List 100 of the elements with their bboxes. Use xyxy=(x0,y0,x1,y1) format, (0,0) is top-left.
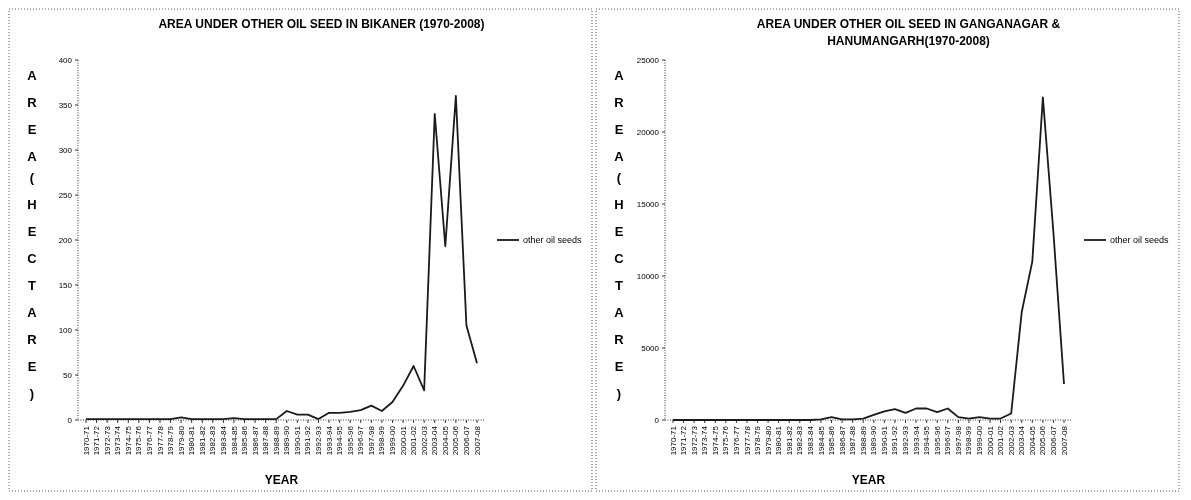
x-tick-label: 1977-78 xyxy=(742,425,752,456)
x-tick-label: 1983-84 xyxy=(805,425,815,456)
y-tick-label: 0 xyxy=(67,415,73,425)
x-tick-label: 2001-02 xyxy=(996,425,1006,456)
x-tick-label: 1975-76 xyxy=(721,425,731,456)
x-tick-label: 1985-86 xyxy=(240,425,250,456)
x-tick-label: 1982-83 xyxy=(795,425,805,456)
x-tick-label: 1996-97 xyxy=(356,425,366,456)
x-tick-label: 1974-75 xyxy=(123,425,133,456)
y-tick-label: 200 xyxy=(58,235,73,245)
legend-label: other oil seeds xyxy=(1110,234,1170,245)
x-tick-label: 1998-99 xyxy=(964,425,974,456)
x-tick-label: 2000-01 xyxy=(985,425,995,456)
x-tick-label: 1976-77 xyxy=(731,425,741,456)
x-tick-label: 1973-74 xyxy=(113,425,123,456)
x-tick-label: 1971-72 xyxy=(679,425,689,456)
y-tick-label: 0 xyxy=(654,415,660,425)
x-tick-label: 1997-98 xyxy=(366,425,376,456)
x-tick-label: 1978-79 xyxy=(753,425,763,456)
y-tick-label: 100 xyxy=(58,325,73,335)
y-tick-label: 250 xyxy=(58,190,73,200)
x-tick-label: 1995-96 xyxy=(345,425,355,456)
x-tick-label: 2003-04 xyxy=(430,425,440,456)
x-tick-label: 1998-99 xyxy=(377,425,387,456)
x-tick-label: 1980-81 xyxy=(774,425,784,456)
text: AREA (HECTARE) xyxy=(27,68,37,401)
legend-label: other oil seeds xyxy=(523,234,583,245)
x-tick-label: 1978-79 xyxy=(166,425,176,456)
x-tick-label: 1981-82 xyxy=(197,425,207,456)
x-tick-label: 1993-94 xyxy=(911,425,921,456)
x-tick-label: 1972-73 xyxy=(689,425,699,456)
x-tick-label: 2007-08 xyxy=(472,425,482,456)
x-tick-label: 1991-92 xyxy=(890,425,900,456)
x-tick-label: 1970-71 xyxy=(668,425,678,456)
x-tick-label: 1994-95 xyxy=(335,425,345,456)
chart-title: AREA UNDER OTHER OIL SEED IN BIKANER (1970-2008) xyxy=(158,17,485,31)
x-tick-label: 1972-73 xyxy=(102,425,112,456)
x-tick-label: 1981-82 xyxy=(784,425,794,456)
x-tick-label: 2002-03 xyxy=(1006,425,1016,456)
x-tick-label: 2001-02 xyxy=(409,425,419,456)
x-tick-label: 2003-04 xyxy=(1017,425,1027,456)
x-tick-label: 1980-81 xyxy=(187,425,197,456)
x-tick-label: 1995-96 xyxy=(932,425,942,456)
x-tick-label: 2007-08 xyxy=(1059,425,1069,456)
x-tick-label: 2006-07 xyxy=(1048,425,1058,456)
x-tick-label: 1971-72 xyxy=(92,425,102,456)
x-tick-label: 1979-80 xyxy=(763,425,773,456)
x-tick-label: 2005-06 xyxy=(1038,425,1048,456)
x-tick-label: 2006-07 xyxy=(461,425,471,456)
x-tick-label: 1992-93 xyxy=(314,425,324,456)
x-tick-label: 1986-87 xyxy=(837,425,847,456)
y-tick-label: 10000 xyxy=(636,271,660,281)
y-tick-label: 5000 xyxy=(641,343,660,353)
y-tick-label: 15000 xyxy=(636,199,660,209)
x-tick-label: 1987-88 xyxy=(261,425,271,456)
line-series xyxy=(672,96,1065,421)
y-tick-label: 50 xyxy=(63,370,73,380)
y-tick-label: 150 xyxy=(58,280,73,290)
x-tick-label: 1988-89 xyxy=(858,425,868,456)
x-tick-label: 1994-95 xyxy=(922,425,932,456)
x-tick-label: 1988-89 xyxy=(271,425,281,456)
x-tick-label: 1990-91 xyxy=(292,425,302,456)
y-tick-label: 300 xyxy=(58,145,73,155)
x-tick-label: 2002-03 xyxy=(419,425,429,456)
x-tick-label: 1977-78 xyxy=(155,425,165,456)
x-tick-label: 1986-87 xyxy=(250,425,260,456)
x-tick-label: 1983-84 xyxy=(218,425,228,456)
x-tick-label: 1990-91 xyxy=(879,425,889,456)
x-tick-label: 1975-76 xyxy=(134,425,144,456)
y-tick-label: 400 xyxy=(58,55,73,65)
x-tick-label: 1991-92 xyxy=(303,425,313,456)
x-tick-label: 1993-94 xyxy=(324,425,334,456)
x-tick-label: 1987-88 xyxy=(848,425,858,456)
x-tick-label: 1997-98 xyxy=(953,425,963,456)
x-tick-label: 1976-77 xyxy=(144,425,154,456)
x-tick-label: 1999-00 xyxy=(388,425,398,456)
chart-title: AREA UNDER OTHER OIL SEED IN GANGANAGAR & HANUMANGARH(1970-2008) xyxy=(756,17,1061,48)
x-tick-label: 2000-01 xyxy=(398,425,408,456)
x-tick-label: 1989-90 xyxy=(869,425,879,456)
x-tick-label: 1984-85 xyxy=(229,425,239,456)
x-tick-label: 2004-05 xyxy=(1027,425,1037,456)
x-tick-label: 1979-80 xyxy=(176,425,186,456)
line-series xyxy=(85,95,478,420)
y-tick-label: 20000 xyxy=(636,127,660,137)
x-tick-label: 1989-90 xyxy=(282,425,292,456)
x-tick-label: 1970-71 xyxy=(81,425,91,456)
text: AREA (HECTARE) xyxy=(614,68,624,401)
x-tick-label: 1984-85 xyxy=(816,425,826,456)
x-tick-label: 2004-05 xyxy=(440,425,450,456)
y-tick-label: 25000 xyxy=(636,55,660,65)
x-tick-label: 1992-93 xyxy=(901,425,911,456)
x-tick-label: 1985-86 xyxy=(827,425,837,456)
x-tick-label: 1973-74 xyxy=(700,425,710,456)
y-tick-label: 350 xyxy=(58,100,73,110)
x-tick-label: 1974-75 xyxy=(710,425,720,456)
x-axis-title: YEAR xyxy=(851,473,886,487)
x-tick-label: 2005-06 xyxy=(451,425,461,456)
x-axis-title: YEAR xyxy=(264,473,299,487)
x-tick-label: 1996-97 xyxy=(943,425,953,456)
x-tick-label: 1999-00 xyxy=(975,425,985,456)
